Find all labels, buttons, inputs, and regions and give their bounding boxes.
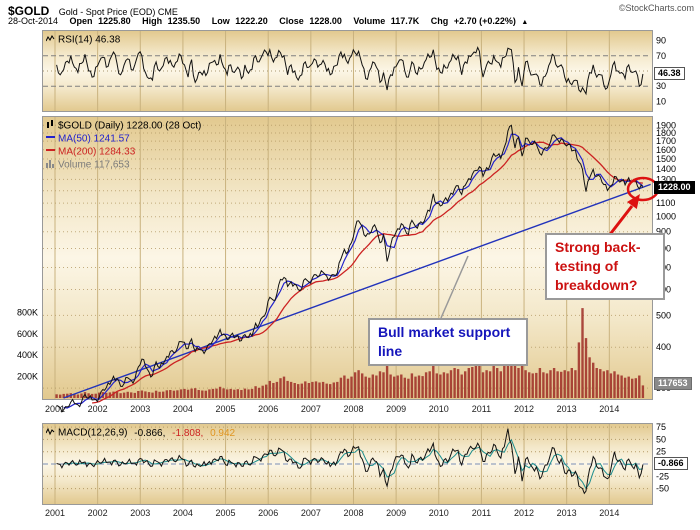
price-tick-label: 1800 — [656, 128, 676, 138]
macd-signal-value: -1.808, — [172, 427, 204, 439]
macd-hist-value: 0.942 — [210, 427, 236, 439]
ma50-legend: MA(50) 1241.57 — [46, 133, 130, 145]
price-tick-label: 500 — [656, 310, 671, 320]
quote-line: 28-Oct-2014 Open 1225.80 High 1235.50 Lo… — [8, 16, 528, 26]
x-axis-label: 2002 — [88, 404, 108, 414]
volume-legend: Volume 117,653 — [46, 159, 130, 171]
x-axis-label: 2007 — [301, 404, 321, 414]
quote-date: 28-Oct-2014 — [8, 16, 59, 26]
close-label: Close — [279, 16, 304, 26]
x-axis-label: 2014 — [599, 508, 619, 518]
ma50-line-icon — [46, 133, 55, 145]
ma200-line-icon — [46, 146, 55, 158]
annotation-backtest: Strong back-testing of breakdown? — [545, 233, 665, 300]
x-axis-label: 2006 — [258, 508, 278, 518]
stockcharts-watermark: ©StockCharts.com — [618, 3, 694, 13]
x-axis-label: 2010 — [429, 508, 449, 518]
x-axis-label: 2004 — [173, 508, 193, 518]
rsi-tick-label: 70 — [656, 51, 666, 61]
chg-up-arrow-icon: ▲ — [521, 19, 529, 26]
macd-tick-label: 50 — [656, 434, 666, 444]
symbol: $GOLD — [8, 4, 50, 18]
macd-value-box: -0.866 — [654, 457, 688, 470]
volume-axis-label: 800K — [17, 307, 38, 317]
annotation-bull-support: Bull market support line — [368, 318, 528, 366]
macd-label: MACD(12,26,9) — [58, 427, 128, 439]
volume-label: Volume — [353, 16, 386, 26]
price-tick-label: 1900 — [656, 120, 676, 130]
x-axis-label: 2007 — [301, 508, 321, 518]
macd-tick-label: 75 — [656, 422, 666, 432]
price-tick-label: 400 — [656, 342, 671, 352]
price-value-box: 1228.00 — [654, 181, 695, 194]
x-axis-label: 2002 — [88, 508, 108, 518]
open-value: 1225.80 — [98, 16, 131, 26]
price-legend-title: $GOLD (Daily) 1228.00 (28 Oct) — [46, 120, 201, 132]
x-axis-label: 2010 — [429, 404, 449, 414]
volume-legend-label: Volume 117,653 — [58, 159, 130, 171]
price-chart-icon — [46, 120, 55, 132]
x-axis-label: 2003 — [130, 404, 150, 414]
price-title: $GOLD (Daily) 1228.00 (28 Oct) — [58, 120, 202, 132]
rsi-legend: RSI(14) 46.38 — [45, 34, 121, 46]
x-axis-label: 2005 — [216, 508, 236, 518]
high-value: 1235.50 — [167, 16, 201, 26]
price-tick-label: 1600 — [656, 145, 676, 155]
chart-header: $GOLD Gold - Spot Price (EOD) CME — [8, 2, 178, 20]
volume-axis-label: 200K — [17, 372, 38, 382]
volume-bars-icon — [46, 159, 55, 171]
x-axis-label: 2006 — [258, 404, 278, 414]
price-tick-label: 1400 — [656, 164, 676, 174]
macd-legend: MACD(12,26,9) -0.866, -1.808, 0.942 — [45, 427, 236, 439]
x-axis-label: 2001 — [45, 508, 65, 518]
rsi-label: RSI(14) 46.38 — [58, 34, 121, 46]
rsi-tick-label: 10 — [656, 96, 666, 106]
x-axis-label: 2011 — [472, 404, 491, 414]
ma50-label: MA(50) 1241.57 — [58, 133, 130, 145]
macd-tick-label: 25 — [656, 447, 666, 457]
ma200-legend: MA(200) 1284.33 — [46, 146, 135, 158]
macd-zigzag-icon — [45, 427, 55, 439]
x-axis-label: 2008 — [343, 404, 363, 414]
volume-axis-label: 600K — [17, 329, 38, 339]
macd-value: -0.866, — [134, 427, 166, 439]
x-axis-label: 2011 — [472, 508, 491, 518]
rsi-zigzag-icon — [45, 34, 55, 46]
macd-tick-label: -25 — [656, 471, 669, 481]
x-axis-label: 2001 — [45, 404, 65, 414]
volume-value-box: 117653 — [654, 377, 692, 390]
price-tick-label: 1100 — [656, 198, 675, 208]
rsi-tick-label: 30 — [656, 81, 666, 91]
x-axis-label: 2009 — [386, 404, 406, 414]
high-label: High — [142, 16, 163, 26]
open-label: Open — [69, 16, 93, 26]
x-axis-label: 2004 — [173, 404, 193, 414]
symbol-description: Gold - Spot Price (EOD) CME — [58, 7, 178, 17]
x-axis-label: 2005 — [216, 404, 236, 414]
low-value: 1222.20 — [235, 16, 268, 26]
price-tick-label: 1700 — [656, 136, 676, 146]
rsi-value-box: 46.38 — [654, 67, 685, 80]
x-axis-label: 2009 — [386, 508, 406, 518]
chg-value: +2.70 (+0.22%) — [453, 16, 516, 26]
price-tick-label: 1500 — [656, 154, 676, 164]
close-value: 1228.00 — [309, 16, 342, 26]
rsi-panel — [42, 30, 653, 112]
price-tick-label: 1000 — [656, 212, 676, 222]
volume-axis-label: 400K — [17, 350, 38, 360]
x-axis-label: 2003 — [130, 508, 150, 518]
low-label: Low — [211, 16, 230, 26]
x-axis-label: 2008 — [343, 508, 363, 518]
rsi-tick-label: 90 — [656, 36, 666, 46]
macd-tick-label: -50 — [656, 484, 669, 494]
x-axis-label: 2012 — [514, 404, 534, 414]
x-axis-label: 2013 — [557, 508, 577, 518]
volume-value: 117.7K — [390, 16, 420, 26]
chg-label: Chg — [430, 16, 449, 26]
ma200-label: MA(200) 1284.33 — [58, 146, 136, 158]
x-axis-label: 2013 — [557, 404, 577, 414]
x-axis-label: 2012 — [514, 508, 534, 518]
x-axis-label: 2014 — [599, 404, 619, 414]
